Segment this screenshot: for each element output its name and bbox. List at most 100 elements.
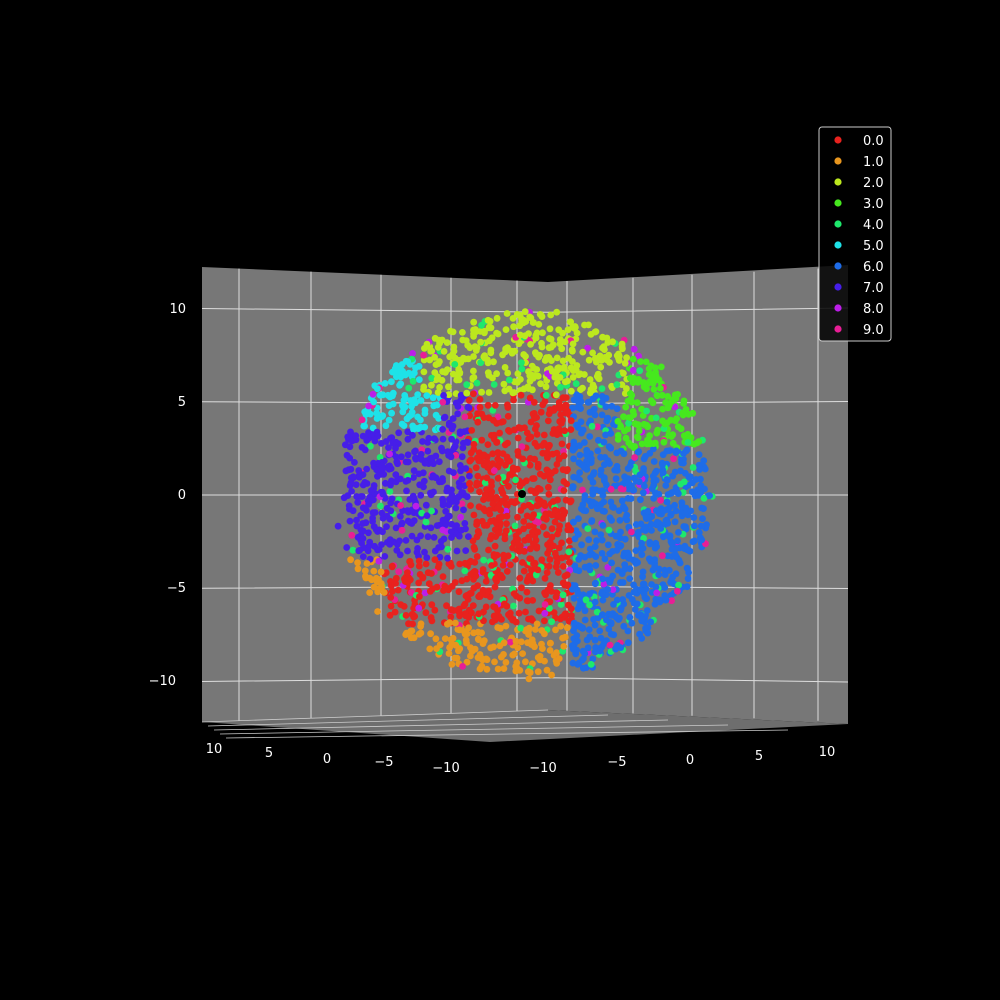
data-point <box>465 355 472 363</box>
data-point <box>693 439 701 447</box>
data-point <box>439 398 447 406</box>
data-point <box>396 537 403 545</box>
data-point <box>403 415 411 423</box>
data-point <box>456 645 464 653</box>
data-point <box>519 559 526 566</box>
data-point <box>552 593 560 601</box>
data-point <box>637 545 645 552</box>
data-point <box>412 502 420 510</box>
data-point <box>387 602 395 610</box>
data-point <box>620 622 628 630</box>
data-point <box>519 455 527 463</box>
data-point <box>420 368 428 376</box>
data-point <box>491 402 499 409</box>
data-point <box>533 620 541 628</box>
data-point <box>533 329 541 337</box>
data-point <box>475 530 483 537</box>
data-point <box>424 533 432 541</box>
data-point <box>535 607 543 615</box>
data-point <box>567 387 575 395</box>
data-point <box>563 624 571 632</box>
data-point <box>668 545 676 553</box>
data-point <box>494 529 502 537</box>
data-point <box>509 467 517 475</box>
data-point <box>548 533 556 541</box>
data-point <box>404 477 412 484</box>
data-point <box>493 370 500 378</box>
data-point <box>471 545 479 553</box>
data-point <box>576 596 584 604</box>
y-tick-label: −10 <box>432 761 459 776</box>
data-point <box>503 453 511 461</box>
data-point <box>477 338 484 346</box>
data-point <box>394 586 402 594</box>
data-point <box>364 547 372 555</box>
data-point <box>569 445 577 452</box>
data-point <box>484 441 492 448</box>
data-point <box>582 596 590 604</box>
data-point <box>613 449 621 457</box>
data-point <box>607 485 615 493</box>
data-point <box>487 349 495 357</box>
data-point <box>359 553 367 560</box>
data-point <box>428 601 436 609</box>
grid-line <box>201 709 549 723</box>
data-point <box>646 514 653 522</box>
data-point <box>674 489 681 496</box>
data-point <box>586 590 593 598</box>
data-point <box>378 462 386 470</box>
data-point <box>555 425 563 433</box>
data-point <box>448 582 456 590</box>
data-point <box>651 544 659 552</box>
data-point <box>642 358 650 366</box>
data-point <box>606 641 614 649</box>
data-point <box>488 478 495 486</box>
data-point <box>584 644 592 652</box>
data-point <box>493 495 501 503</box>
data-point <box>520 547 528 555</box>
data-point <box>538 442 546 449</box>
data-point <box>602 431 609 439</box>
data-point <box>397 601 405 608</box>
data-point <box>570 645 577 653</box>
data-point <box>638 635 646 642</box>
data-point <box>563 480 571 488</box>
data-point <box>589 551 596 558</box>
data-point <box>579 664 587 672</box>
data-point <box>546 639 554 647</box>
data-point <box>577 552 584 559</box>
data-point <box>372 526 380 533</box>
data-point <box>393 546 401 554</box>
data-point <box>610 601 617 608</box>
data-point <box>558 539 565 547</box>
data-point <box>588 408 596 415</box>
data-point <box>601 461 608 468</box>
data-point <box>615 354 622 362</box>
legend-marker <box>834 241 842 249</box>
data-point <box>629 355 637 363</box>
data-point <box>462 465 470 472</box>
data-point <box>514 513 521 521</box>
data-point <box>378 413 386 420</box>
data-point <box>620 413 627 421</box>
data-point <box>367 487 375 495</box>
data-point <box>658 391 666 399</box>
data-point <box>334 522 342 530</box>
data-point <box>395 568 403 576</box>
data-point <box>637 496 644 504</box>
data-point <box>517 424 525 432</box>
data-point <box>668 398 676 406</box>
data-point <box>457 467 464 475</box>
data-point <box>465 404 473 412</box>
data-point <box>675 529 682 536</box>
data-point <box>478 321 485 329</box>
legend[interactable]: 0.0 1.0 2.0 3.0 4.0 5.0 6.0 7.0 8.0 9.0 <box>818 126 892 342</box>
data-point <box>610 504 617 511</box>
data-point <box>419 573 427 581</box>
data-point <box>545 472 553 479</box>
data-point <box>507 561 514 569</box>
data-point <box>574 605 582 613</box>
data-point <box>404 435 412 443</box>
data-point <box>472 327 480 335</box>
data-point <box>465 614 473 621</box>
